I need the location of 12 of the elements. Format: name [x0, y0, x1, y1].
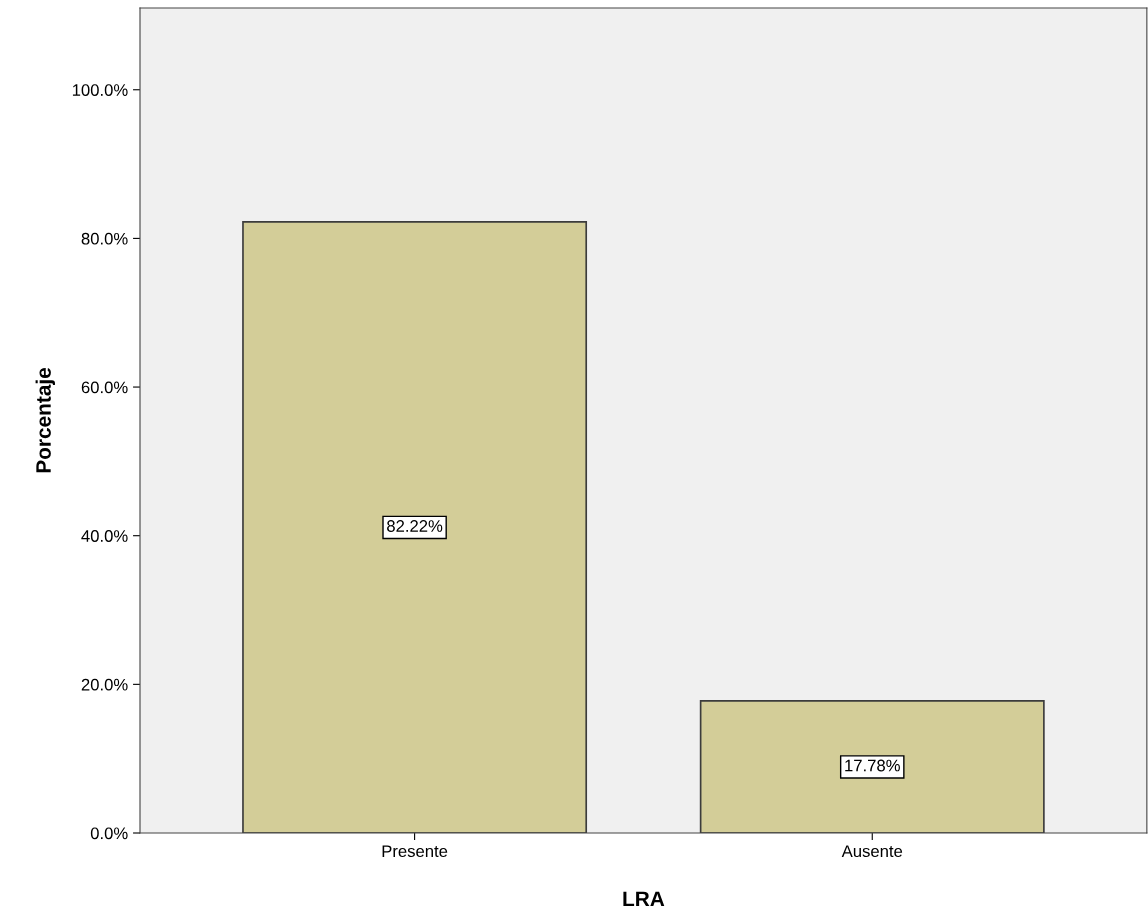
y-tick-label: 20.0%: [81, 678, 128, 691]
y-axis-title: Porcentaje: [35, 367, 55, 473]
x-tick-label: Ausente: [841, 845, 903, 858]
y-tick-label: 100.0%: [72, 84, 128, 96]
y-tick-label: 0.0%: [90, 827, 128, 840]
data-label: 82.22%: [387, 520, 443, 532]
y-tick-label: 40.0%: [81, 530, 128, 542]
y-tick-label: 60.0%: [81, 381, 128, 394]
data-label: 17.78%: [845, 759, 900, 772]
x-axis-title: LRA: [623, 891, 665, 906]
y-tick-label: 80.0%: [81, 232, 128, 245]
x-tick-label: Presente: [382, 845, 448, 858]
